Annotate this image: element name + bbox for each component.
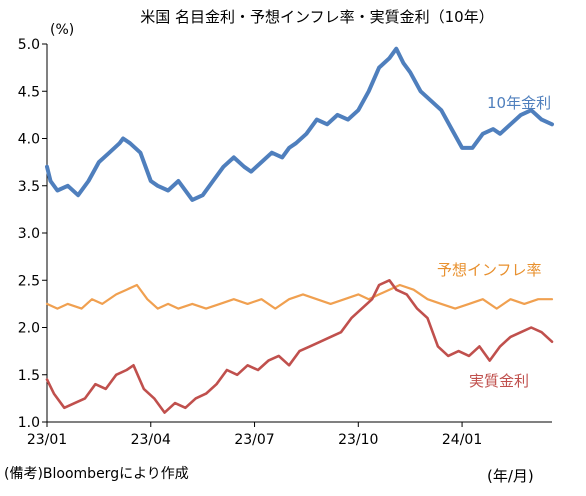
x-axis-unit: (年/月): [487, 467, 534, 485]
y-tick-label: 1.0: [18, 415, 40, 431]
chart-title: 米国 名目金利・予想インフレ率・実質金利（10年）: [140, 8, 493, 26]
series-label-inflation-expectation: 予想インフレ率: [437, 261, 542, 279]
x-tick-label: 24/01: [442, 432, 482, 448]
x-tick-label: 23/04: [131, 432, 171, 448]
y-tick-label: 4.0: [18, 132, 40, 148]
source-note: (備考)Bloombergにより作成: [4, 466, 189, 482]
x-tick-label: 23/07: [234, 432, 274, 448]
series-line-inflation-expectation: [45, 283, 554, 310]
x-tick-label: 23/01: [27, 432, 67, 448]
series-label-real-rate: 実質金利: [469, 372, 529, 390]
series-line-real-rate: [45, 278, 554, 414]
y-tick-label: 1.5: [18, 368, 40, 384]
y-tick-label: 3.0: [18, 226, 40, 242]
y-tick-label: 5.0: [18, 37, 40, 53]
y-tick-label: 4.5: [18, 84, 40, 100]
y-tick-label: 2.5: [18, 273, 40, 289]
series-line-nominal-10y: [45, 46, 554, 202]
chart-series: [45, 46, 554, 414]
x-tick-label: 23/10: [338, 432, 378, 448]
y-tick-label: 3.5: [18, 179, 40, 195]
chart-axes: 1.0 1.5 2.0 2.5 3.0 3.5 4.0 4.5 5.0 23/01 23/04 23/…: [18, 37, 552, 448]
y-tick-label: 2.0: [18, 321, 40, 337]
y-axis-unit: (%): [50, 22, 74, 38]
series-label-nominal-10y: 10年金利: [487, 94, 551, 112]
